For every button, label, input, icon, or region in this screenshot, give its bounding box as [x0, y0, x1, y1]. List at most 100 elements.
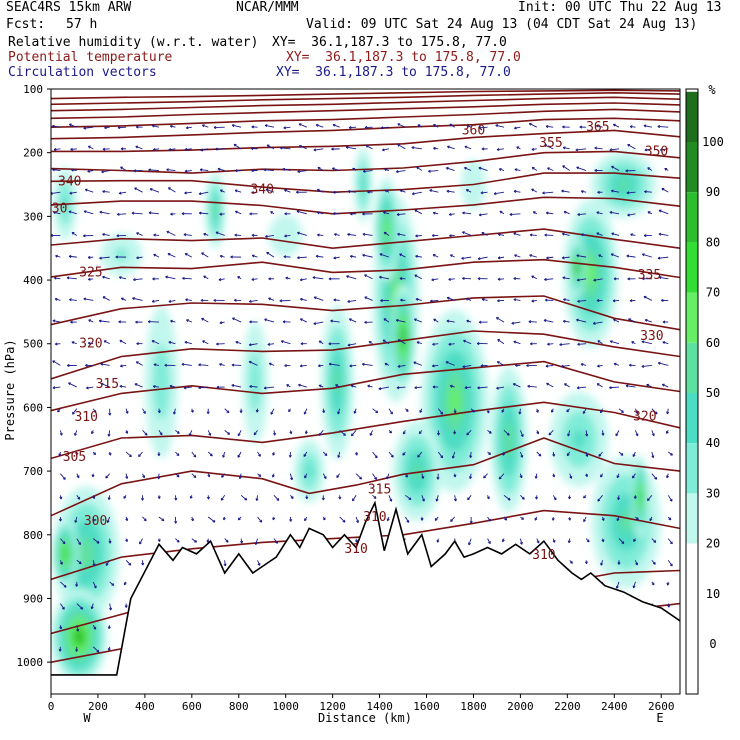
y-tick-label: 400	[23, 274, 43, 287]
circulation-vector	[119, 191, 127, 194]
vector-head	[379, 275, 382, 279]
vector-head	[416, 341, 420, 345]
vector-head	[666, 475, 670, 479]
circulation-vector	[315, 124, 324, 128]
circulation-vector	[633, 581, 636, 589]
vector-head	[194, 539, 198, 543]
circulation-vector	[207, 451, 213, 457]
vector-head	[646, 383, 650, 387]
circulation-vector	[282, 168, 291, 171]
vector-head	[616, 475, 620, 479]
theta-contour	[51, 150, 680, 174]
vector-head	[234, 233, 238, 237]
circulation-vector	[530, 234, 537, 236]
circulation-vector	[315, 255, 324, 258]
org-label: NCAR/MMM	[236, 0, 299, 15]
theta-labels: 360 355 365 350 340 340 330 325 335 320 330 315 310 3…	[51, 120, 668, 563]
vector-head	[102, 275, 105, 279]
vector-head	[125, 539, 128, 542]
vector-head	[88, 319, 92, 323]
circulation-vector	[454, 495, 457, 502]
vector-head	[362, 232, 366, 236]
vector-head	[284, 212, 287, 216]
circulation-vector	[567, 430, 571, 437]
circulation-vector	[477, 386, 488, 389]
circulation-vector	[264, 124, 275, 128]
circulation-vector	[413, 361, 422, 366]
vector-head	[349, 364, 353, 368]
circulation-vector	[596, 383, 603, 388]
vector-head	[203, 232, 207, 236]
circulation-vector	[267, 343, 275, 346]
circulation-vector	[542, 191, 554, 194]
vector-head	[237, 454, 241, 458]
vector-head	[100, 382, 104, 386]
circulation-vector	[644, 319, 652, 323]
circulation-vector	[168, 148, 176, 151]
circulation-vector	[536, 451, 542, 457]
circulation-vector	[497, 339, 505, 345]
vector-head	[397, 232, 400, 236]
vector-head	[125, 476, 129, 479]
vector-head	[258, 453, 261, 457]
vector-head	[83, 297, 87, 301]
vector-head	[635, 562, 639, 566]
circulation-vector	[626, 255, 636, 258]
circulation-vector	[355, 516, 359, 523]
circulation-vector	[577, 299, 587, 302]
vector-head	[397, 143, 401, 147]
circulation-vector	[450, 516, 456, 522]
vector-head	[253, 432, 257, 436]
vector-head	[350, 384, 354, 388]
vector-head	[496, 386, 499, 390]
vector-head	[666, 582, 670, 586]
vector-head	[449, 234, 452, 238]
vector-head	[499, 210, 503, 214]
circulation-vector	[529, 123, 538, 128]
rh-blob	[449, 385, 461, 417]
vector-head	[582, 411, 586, 414]
vector-head	[601, 539, 605, 543]
vector-head	[201, 124, 205, 128]
vector-head	[264, 124, 268, 128]
circulation-vector	[224, 429, 230, 435]
vector-head	[535, 496, 539, 500]
circulation-vector	[257, 516, 263, 523]
vector-head	[367, 384, 371, 388]
circulation-vector	[60, 603, 65, 610]
vector-head	[71, 341, 75, 345]
vector-head	[399, 189, 403, 193]
vector-head	[534, 517, 538, 521]
vector-head	[580, 362, 584, 366]
circulation-vector	[166, 230, 176, 236]
vector-head	[384, 362, 388, 366]
circulation-vector	[168, 299, 176, 303]
vector-head	[504, 517, 508, 521]
vector-head	[487, 518, 491, 522]
vector-head	[544, 233, 547, 237]
vector-head	[349, 212, 353, 216]
circulation-vector	[237, 430, 242, 436]
vector-head	[546, 382, 549, 386]
vector-head	[405, 409, 409, 412]
vector-head	[563, 210, 567, 214]
vector-head	[303, 411, 307, 415]
colorbar-tick-label: 90	[706, 185, 720, 199]
circulation-vector	[251, 278, 258, 281]
circulation-vector	[644, 148, 652, 151]
circulation-vector	[125, 559, 132, 566]
circulation-vector	[598, 451, 603, 457]
vector-head	[627, 144, 631, 147]
vector-head	[529, 254, 533, 258]
vector-head	[345, 145, 349, 150]
vector-head	[612, 123, 616, 127]
vector-head	[59, 626, 63, 630]
vector-head	[234, 189, 238, 193]
vector-head	[598, 453, 602, 457]
vector-head	[561, 232, 565, 236]
vector-head	[559, 343, 562, 347]
rh-blob	[360, 171, 367, 198]
vector-head	[135, 125, 139, 129]
vector-head	[52, 124, 55, 128]
circulation-vector	[207, 516, 216, 523]
